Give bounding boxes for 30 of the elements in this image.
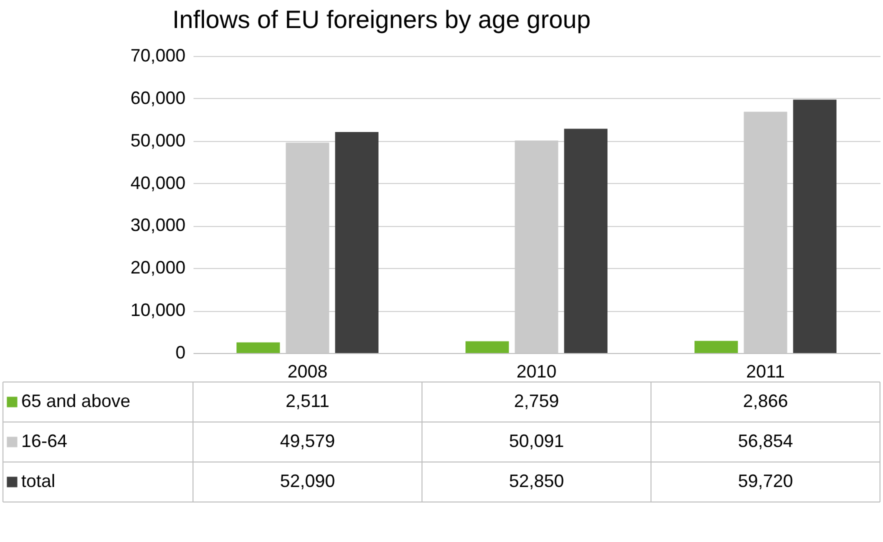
x-tick-label: 2010 <box>516 362 557 382</box>
bar <box>466 341 509 353</box>
legend-label: total <box>21 471 56 491</box>
y-tick-label: 40,000 <box>130 172 186 193</box>
legend-label: 65 and above <box>21 391 130 411</box>
y-tick-label: 10,000 <box>130 300 186 320</box>
x-tick-label: 2011 <box>746 362 785 382</box>
y-tick-label: 60,000 <box>130 88 186 108</box>
data-label: 2,511 <box>286 391 330 411</box>
data-label: 52,090 <box>280 471 336 491</box>
data-label: 2,759 <box>514 391 560 411</box>
data-label: 49,579 <box>280 431 336 451</box>
data-label: 52,850 <box>508 471 564 491</box>
y-tick-label: 30,000 <box>130 215 186 236</box>
data-label: 56,854 <box>738 431 794 451</box>
data-label: 59,720 <box>738 471 794 491</box>
bar <box>236 342 280 353</box>
bar <box>335 132 378 353</box>
chart-title: Inflows of EU foreigners by age group <box>172 6 591 34</box>
y-tick-label: 50,000 <box>130 130 186 150</box>
data-label: 50,091 <box>508 431 564 451</box>
y-tick-label: 70,000 <box>130 46 186 66</box>
bar <box>564 128 608 353</box>
y-tick-label: 0 <box>175 342 186 362</box>
bar <box>793 100 836 353</box>
y-tick-label: 20,000 <box>130 258 186 278</box>
bar <box>694 340 738 353</box>
data-label: 2,866 <box>742 391 788 411</box>
x-tick-label: 2008 <box>287 362 328 382</box>
legend-label: 16-64 <box>21 431 68 451</box>
